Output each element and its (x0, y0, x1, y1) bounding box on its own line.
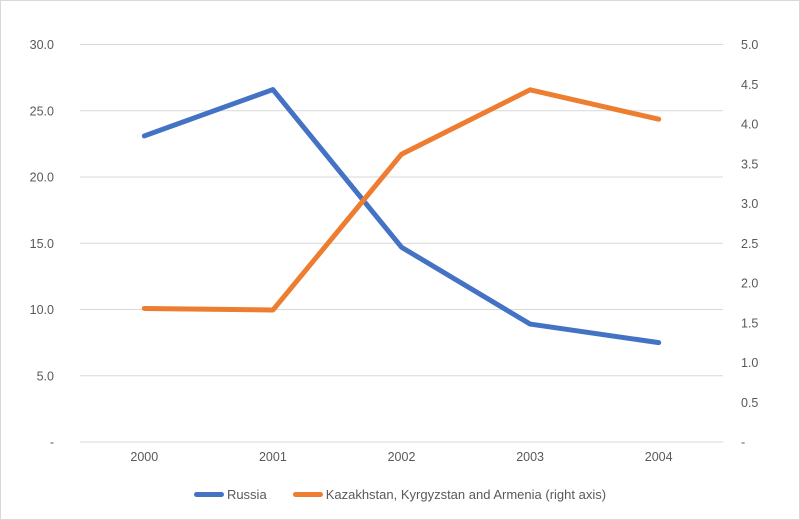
x-axis-tick-label: 2002 (388, 450, 416, 464)
x-axis-tick-label: 2003 (516, 450, 544, 464)
right-axis-tick-label: 4.0 (741, 118, 758, 132)
series-line-russia (141, 87, 662, 346)
legend-line-swatch-kazakhstan-group (292, 492, 323, 497)
right-axis-tick-label: 4.5 (741, 78, 758, 92)
left-axis-tick-label: 25.0 (30, 104, 54, 118)
right-axis-tick-label: 3.0 (741, 197, 758, 211)
right-axis-tick-label: 2.0 (741, 277, 758, 291)
right-axis-tick-label: 3.5 (741, 157, 758, 171)
left-axis-tick-label: 20.0 (30, 171, 54, 185)
x-axis-tick-label: 2000 (130, 450, 158, 464)
legend-label-kazakhstan-group: Kazakhstan, Kyrgyzstan and Armenia (righ… (325, 487, 607, 502)
right-axis-tick-label: 1.0 (741, 356, 758, 370)
right-axis-tick-label: 0.5 (741, 396, 758, 410)
left-axis-tick-label: 30.0 (30, 38, 54, 52)
right-axis-tick-label: - (741, 436, 745, 450)
left-axis-tick-label: 15.0 (30, 237, 54, 251)
legend-line-swatch-russia (193, 492, 224, 497)
legend-label-russia: Russia (226, 487, 267, 502)
right-axis-tick-label: 5.0 (741, 38, 758, 52)
right-axis-tick-label: 1.5 (741, 316, 758, 330)
series-line-kazakhstan-group (141, 87, 662, 313)
left-axis-tick-label: 10.0 (30, 303, 54, 317)
chart-legend: Russia Kazakhstan, Kyrgyzstan and Armeni… (1, 487, 799, 502)
legend-item-kazakhstan-group: Kazakhstan, Kyrgyzstan and Armenia (righ… (292, 487, 607, 502)
left-axis-tick-label: - (50, 436, 54, 450)
left-axis-tick-label: 5.0 (37, 369, 54, 383)
legend-item-russia: Russia (193, 487, 267, 502)
right-axis-tick-label: 2.5 (741, 237, 758, 251)
x-axis-tick-label: 2004 (645, 450, 673, 464)
x-axis-tick-label: 2001 (259, 450, 287, 464)
